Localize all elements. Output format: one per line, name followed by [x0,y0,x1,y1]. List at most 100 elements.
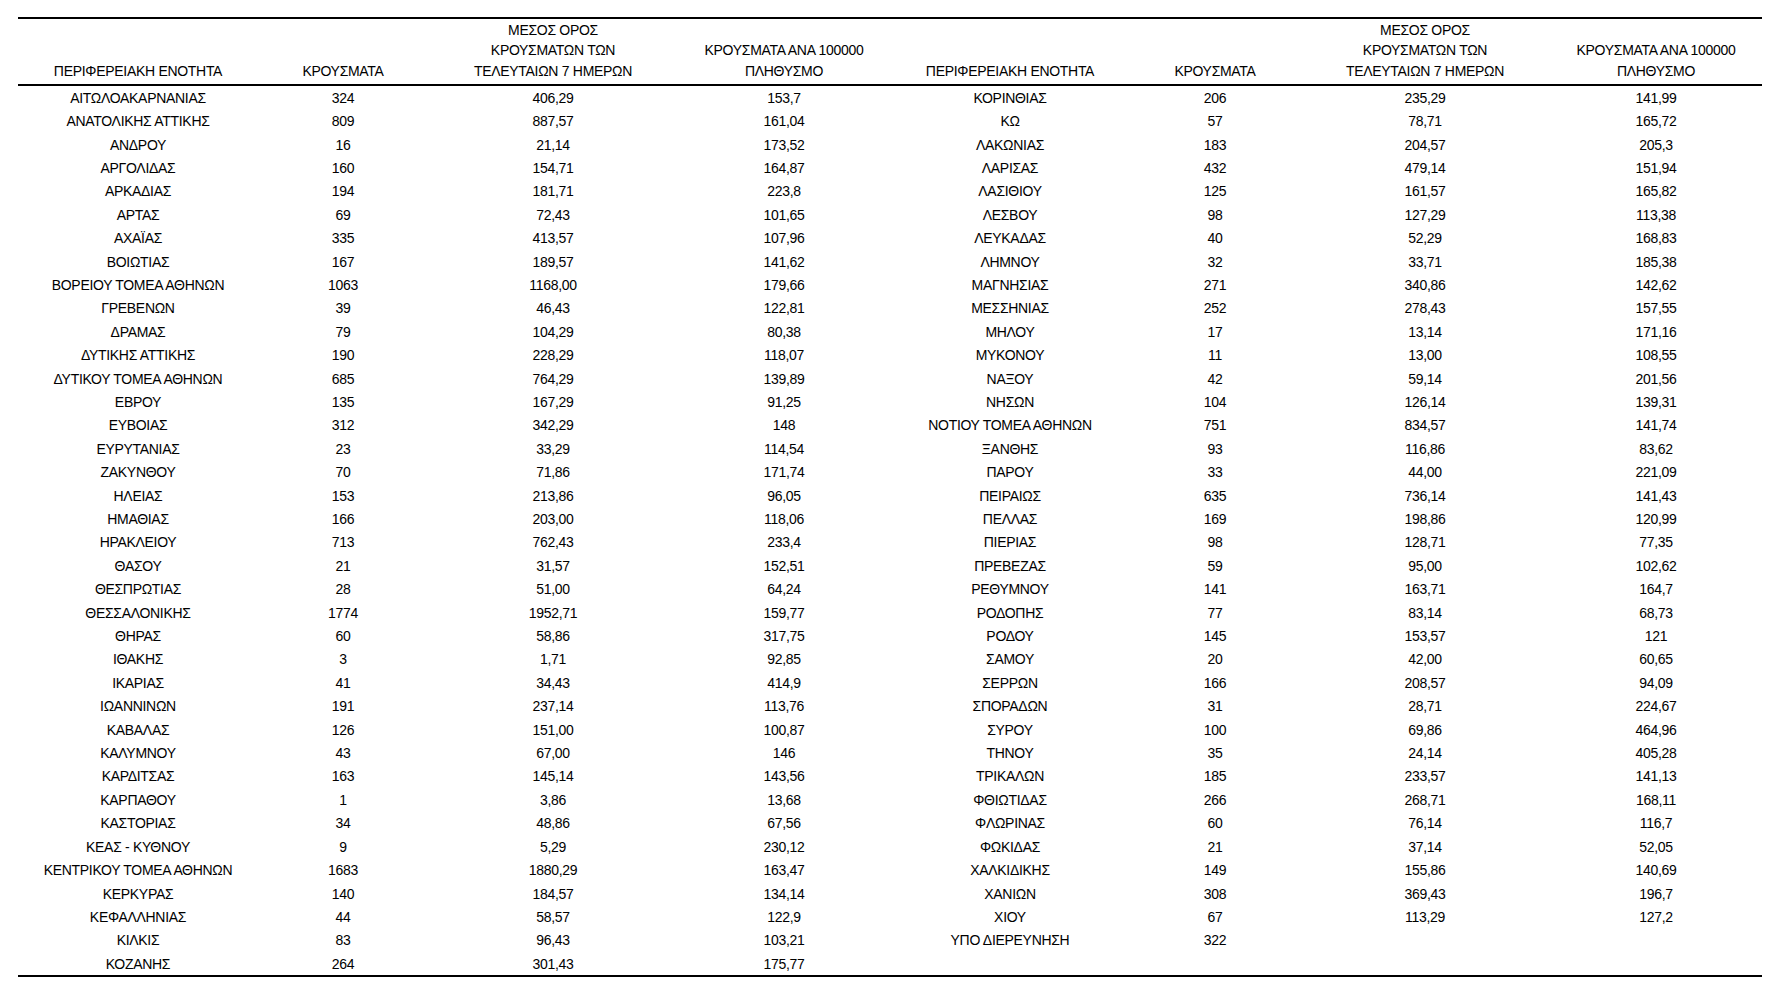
per100k-cell: 134,14 [678,882,890,905]
region-cell: ΧΑΛΚΙΔΙΚΗΣ [890,858,1130,881]
per100k-cell: 118,06 [678,507,890,530]
region-cell: ΜΥΚΟΝΟΥ [890,343,1130,366]
avg7-cell: 69,86 [1300,718,1550,741]
per100k-cell: 159,77 [678,601,890,624]
per100k-cell: 80,38 [678,320,890,343]
per100k-cell: 60,65 [1550,648,1762,671]
avg7-cell: 213,86 [428,484,678,507]
per100k-cell: 163,47 [678,858,890,881]
per100k-cell: 120,99 [1550,507,1762,530]
column-header-region-left-label: ΠΕΡΙΦΕΡΕΙΑΚΗ ΕΝΟΤΗΤΑ [54,61,222,82]
region-cell: ΚΟΡΙΝΘΙΑΣ [890,86,1130,109]
cases-cell: 67 [1130,905,1300,928]
per100k-cell: 116,7 [1550,812,1762,835]
cases-table: ΠΕΡΙΦΕΡΕΙΑΚΗ ΕΝΟΤΗΤΑ ΚΡΟΥΣΜΑΤΑ ΜΕΣΟΣ ΟΡΟ… [18,17,1762,977]
cases-cell: 167 [258,250,428,273]
region-cell: ΕΥΒΟΙΑΣ [18,414,258,437]
column-header-avg7-right: ΜΕΣΟΣ ΟΡΟΣ ΚΡΟΥΣΜΑΤΩΝ ΤΩΝ ΤΕΛΕΥΤΑΙΩΝ 7 Η… [1300,19,1550,86]
region-cell: ΥΠΟ ΔΙΕΡΕΥΝΗΣΗ [890,929,1130,952]
cases-cell: 635 [1130,484,1300,507]
avg7-cell: 95,00 [1300,554,1550,577]
region-cell: ΚΑΡΠΑΘΟΥ [18,788,258,811]
avg7-cell: 163,71 [1300,578,1550,601]
avg7-cell: 3,86 [428,788,678,811]
per100k-cell: 141,74 [1550,414,1762,437]
avg7-cell: 83,14 [1300,601,1550,624]
per100k-cell: 151,94 [1550,156,1762,179]
region-cell: ΚΕΡΚΥΡΑΣ [18,882,258,905]
cases-cell: 28 [258,578,428,601]
per100k-cell: 113,76 [678,695,890,718]
region-cell: ΗΡΑΚΛΕΙΟΥ [18,531,258,554]
avg7-cell: 128,71 [1300,531,1550,554]
per100k-cell: 77,35 [1550,531,1762,554]
avg7-cell: 203,00 [428,507,678,530]
region-cell: ΕΥΡΥΤΑΝΙΑΣ [18,437,258,460]
per100k-cell: 91,25 [678,390,890,413]
region-cell: ΠΙΕΡΙΑΣ [890,531,1130,554]
per100k-cell: 52,05 [1550,835,1762,858]
avg7-cell: 28,71 [1300,695,1550,718]
cases-cell: 163 [258,765,428,788]
per100k-cell: 143,56 [678,765,890,788]
avg7-cell: 167,29 [428,390,678,413]
per100k-cell: 114,54 [678,437,890,460]
per100k-cell: 157,55 [1550,297,1762,320]
region-cell: ΚΕΑΣ - ΚΥΘΝΟΥ [18,835,258,858]
region-cell: ΠΕΛΛΑΣ [890,507,1130,530]
region-cell: ΑΝΑΤΟΛΙΚΗΣ ΑΤΤΙΚΗΣ [18,109,258,132]
per100k-cell: 101,65 [678,203,890,226]
avg7-cell: 71,86 [428,461,678,484]
per100k-cell: 141,43 [1550,484,1762,507]
avg7-cell: 104,29 [428,320,678,343]
per100k-cell: 230,12 [678,835,890,858]
cases-cell: 35 [1130,741,1300,764]
region-cell: ΙΚΑΡΙΑΣ [18,671,258,694]
region-cell: ΚΟΖΑΝΗΣ [18,952,258,975]
avg7-cell: 116,86 [1300,437,1550,460]
avg7-cell: 37,14 [1300,835,1550,858]
region-cell: ΦΩΚΙΔΑΣ [890,835,1130,858]
region-cell: ΘΗΡΑΣ [18,624,258,647]
avg7-cell: 96,43 [428,929,678,952]
avg7-cell: 736,14 [1300,484,1550,507]
cases-cell: 40 [1130,226,1300,249]
region-cell: ΚΩ [890,109,1130,132]
region-cell: ΗΜΑΘΙΑΣ [18,507,258,530]
cases-cell: 149 [1130,858,1300,881]
cases-cell: 432 [1130,156,1300,179]
per100k-cell: 107,96 [678,226,890,249]
region-cell: ΛΕΣΒΟΥ [890,203,1130,226]
avg7-cell: 72,43 [428,203,678,226]
per100k-cell: 113,38 [1550,203,1762,226]
per100k-cell: 205,3 [1550,133,1762,156]
region-cell: ΒΟΙΩΤΙΑΣ [18,250,258,273]
region-cell: ΣΠΟΡΑΔΩΝ [890,695,1130,718]
per100k-cell: 139,31 [1550,390,1762,413]
region-cell: ΖΑΚΥΝΘΟΥ [18,461,258,484]
region-cell: ΑΡΚΑΔΙΑΣ [18,180,258,203]
region-cell: ΝΗΣΩΝ [890,390,1130,413]
per100k-cell: 165,82 [1550,180,1762,203]
avg7-cell: 5,29 [428,835,678,858]
region-cell: ΧΑΝΙΩΝ [890,882,1130,905]
avg7-cell: 31,57 [428,554,678,577]
per100k-cell: 108,55 [1550,343,1762,366]
cases-cell: 32 [1130,250,1300,273]
cases-cell: 194 [258,180,428,203]
region-cell: ΚΑΒΑΛΑΣ [18,718,258,741]
per100k-cell: 122,9 [678,905,890,928]
cases-cell: 191 [258,695,428,718]
region-cell: ΘΕΣΣΑΛΟΝΙΚΗΣ [18,601,258,624]
per100k-cell: 142,62 [1550,273,1762,296]
region-cell: ΚΕΦΑΛΛΗΝΙΑΣ [18,905,258,928]
avg7-cell: 198,86 [1300,507,1550,530]
per100k-cell: 141,13 [1550,765,1762,788]
cases-cell: 93 [1130,437,1300,460]
cases-cell: 1 [258,788,428,811]
avg7-cell: 184,57 [428,882,678,905]
cases-cell: 166 [258,507,428,530]
per100k-cell: 233,4 [678,531,890,554]
cases-cell: 42 [1130,367,1300,390]
per100k-cell: 179,66 [678,273,890,296]
